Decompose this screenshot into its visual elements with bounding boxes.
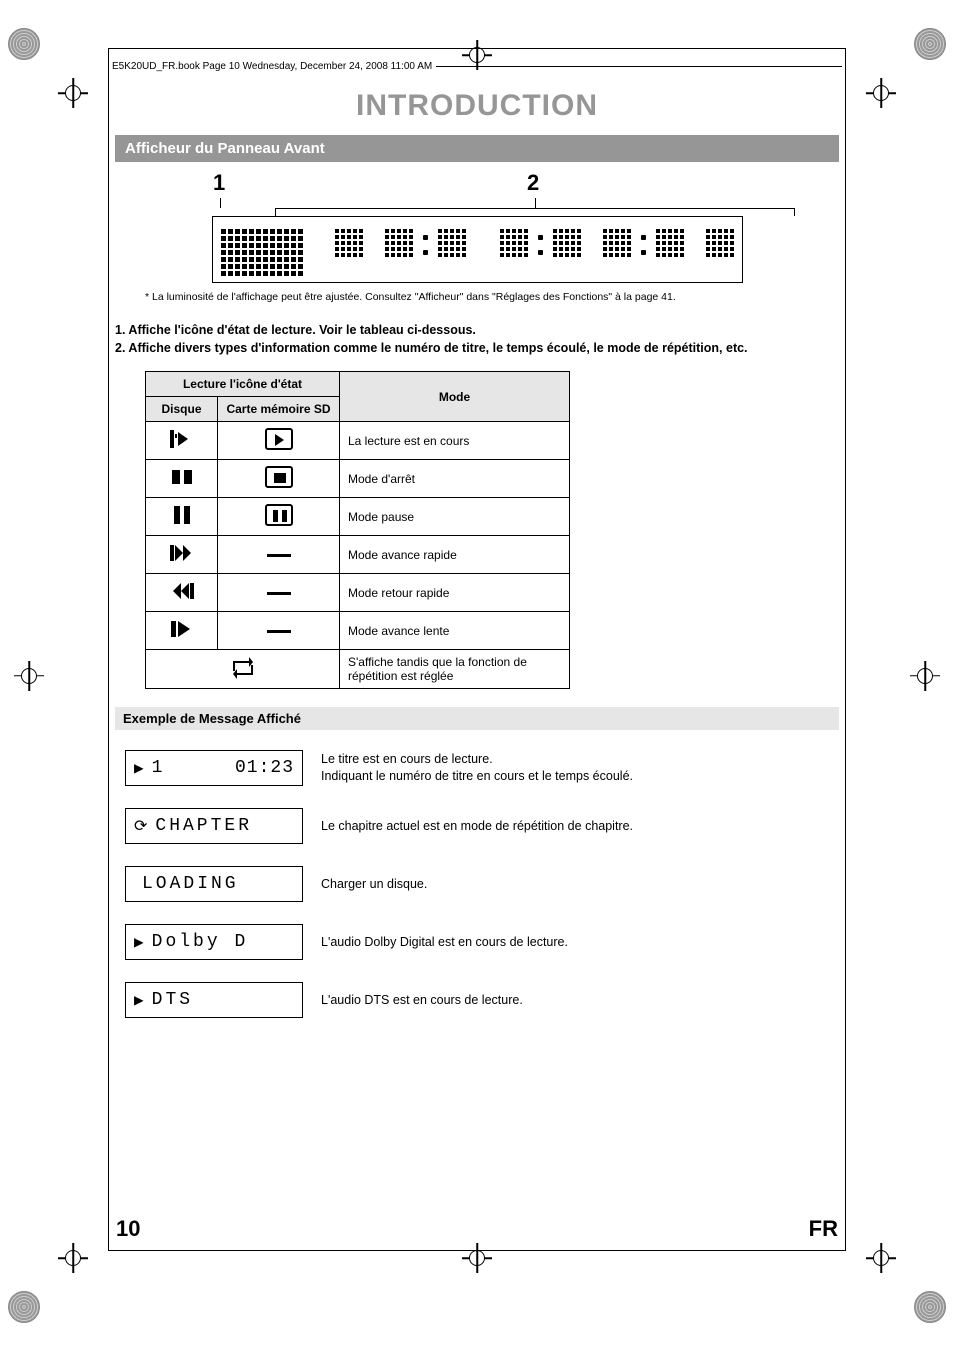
lcd-time: 01:23 xyxy=(235,758,294,778)
sd-play-icon xyxy=(265,428,293,450)
section-heading: Afficheur du Panneau Avant xyxy=(115,135,839,162)
lcd-display: ⟳ CHAPTER xyxy=(125,808,303,844)
play-icon xyxy=(168,428,196,450)
list-item: 1. Affiche l'icône d'état de lecture. Vo… xyxy=(115,321,839,339)
lcd-display: ▶ Dolby D xyxy=(125,924,303,960)
registration-mark xyxy=(58,1243,88,1273)
table-row: S'affiche tandis que la fonction de répé… xyxy=(146,650,570,689)
table-header: Lecture l'icône d'état xyxy=(146,372,340,397)
digit-matrix xyxy=(603,229,631,257)
stop-icon xyxy=(168,466,196,488)
table-row: La lecture est en cours xyxy=(146,422,570,460)
mode-text: Mode retour rapide xyxy=(340,574,570,612)
repeat-icon xyxy=(229,657,257,679)
figure-callout-2: 2 xyxy=(527,170,539,196)
colon-icon xyxy=(536,229,545,255)
digit-matrix xyxy=(656,229,684,257)
digit-matrix xyxy=(706,229,734,257)
example-description: L'audio DTS est en cours de lecture. xyxy=(321,992,523,1009)
example-description: Le titre est en cours de lecture.Indiqua… xyxy=(321,751,633,785)
running-header: E5K20UD_FR.book Page 10 Wednesday, Decem… xyxy=(112,61,842,72)
digit-matrix xyxy=(385,229,413,257)
mode-text: S'affiche tandis que la fonction de répé… xyxy=(340,650,570,689)
registration-mark xyxy=(58,78,88,108)
sub-section-heading: Exemple de Message Affiché xyxy=(115,707,839,730)
registration-mark xyxy=(14,661,44,691)
rewind-icon xyxy=(168,580,196,602)
colon-icon xyxy=(421,229,430,255)
corner-ornament xyxy=(914,28,946,60)
dash-icon xyxy=(267,630,291,633)
lcd-prefix-icon: ▶ xyxy=(134,932,144,952)
dash-icon xyxy=(267,592,291,595)
digit-matrix xyxy=(438,229,466,257)
front-panel-figure: 1 2 /*placeholder*/ xyxy=(167,176,787,283)
lcd-text: 1 xyxy=(152,758,227,778)
mode-text: Mode d'arrêt xyxy=(340,460,570,498)
example-description: L'audio Dolby Digital est en cours de le… xyxy=(321,934,568,951)
colon-icon xyxy=(639,229,648,255)
digit-matrix xyxy=(553,229,581,257)
lcd-text: Dolby D xyxy=(152,932,294,952)
figure-footnote: * La luminosité de l'affichage peut être… xyxy=(145,291,839,303)
lcd-prefix-icon: ▶ xyxy=(134,990,144,1010)
corner-ornament xyxy=(8,1291,40,1323)
lcd-display: ▶ 1 01:23 xyxy=(125,750,303,786)
lcd-display: ▶ DTS xyxy=(125,982,303,1018)
example-description: Le chapitre actuel est en mode de répéti… xyxy=(321,818,633,835)
pause-icon xyxy=(168,504,196,526)
description-list: 1. Affiche l'icône d'état de lecture. Vo… xyxy=(115,321,839,357)
mode-text: La lecture est en cours xyxy=(340,422,570,460)
example-list: ▶ 1 01:23 Le titre est en cours de lecture.… xyxy=(115,750,839,1018)
mode-text: Mode avance lente xyxy=(340,612,570,650)
table-row: Mode d'arrêt xyxy=(146,460,570,498)
corner-ornament xyxy=(8,28,40,60)
figure-callout-1: 1 xyxy=(213,170,225,196)
page-frame: E5K20UD_FR.book Page 10 Wednesday, Decem… xyxy=(108,48,846,1251)
corner-ornament xyxy=(914,1291,946,1323)
example-row: ▶ Dolby D L'audio Dolby Digital est en cou… xyxy=(125,924,839,960)
mode-text: Mode pause xyxy=(340,498,570,536)
digit-matrix xyxy=(335,229,363,257)
table-header: Disque xyxy=(146,397,218,422)
lcd-text: LOADING xyxy=(142,874,294,894)
sd-stop-icon xyxy=(265,466,293,488)
table-header: Carte mémoire SD xyxy=(218,397,340,422)
registration-mark xyxy=(910,661,940,691)
mode-text: Mode avance rapide xyxy=(340,536,570,574)
running-header-text: E5K20UD_FR.book Page 10 Wednesday, Decem… xyxy=(112,61,432,72)
fast-forward-icon xyxy=(168,542,196,564)
example-description: Charger un disque. xyxy=(321,876,427,893)
registration-mark xyxy=(866,78,896,108)
example-row: LOADING Charger un disque. xyxy=(125,866,839,902)
dash-icon xyxy=(267,554,291,557)
digit-matrix xyxy=(500,229,528,257)
lcd-text: DTS xyxy=(152,990,294,1010)
table-row: Mode avance lente xyxy=(146,612,570,650)
lcd-display: LOADING xyxy=(125,866,303,902)
language-label: FR xyxy=(809,1216,838,1242)
table-row: Mode pause xyxy=(146,498,570,536)
table-row: Mode avance rapide xyxy=(146,536,570,574)
example-row: ▶ 1 01:23 Le titre est en cours de lecture.… xyxy=(125,750,839,786)
page-number: 10 xyxy=(116,1216,140,1242)
slow-forward-icon xyxy=(168,618,196,640)
status-icon-matrix: /*placeholder*/ xyxy=(221,229,303,276)
table-row: Mode retour rapide xyxy=(146,574,570,612)
lcd-prefix-icon: ⟳ xyxy=(134,816,147,836)
page-footer: 10 FR xyxy=(112,1216,842,1242)
example-row: ⟳ CHAPTER Le chapitre actuel est en mode d… xyxy=(125,808,839,844)
lcd-prefix-icon: ▶ xyxy=(134,758,144,778)
lcd-text: CHAPTER xyxy=(155,816,294,836)
sd-pause-icon xyxy=(265,504,293,526)
registration-mark xyxy=(866,1243,896,1273)
table-header: Mode xyxy=(340,372,570,422)
page-title: INTRODUCTION xyxy=(115,89,839,123)
status-icon-table: Lecture l'icône d'état Mode Disque Carte… xyxy=(145,371,570,689)
example-row: ▶ DTS L'audio DTS est en cours de lecture. xyxy=(125,982,839,1018)
list-item: 2. Affiche divers types d'information co… xyxy=(115,339,839,357)
